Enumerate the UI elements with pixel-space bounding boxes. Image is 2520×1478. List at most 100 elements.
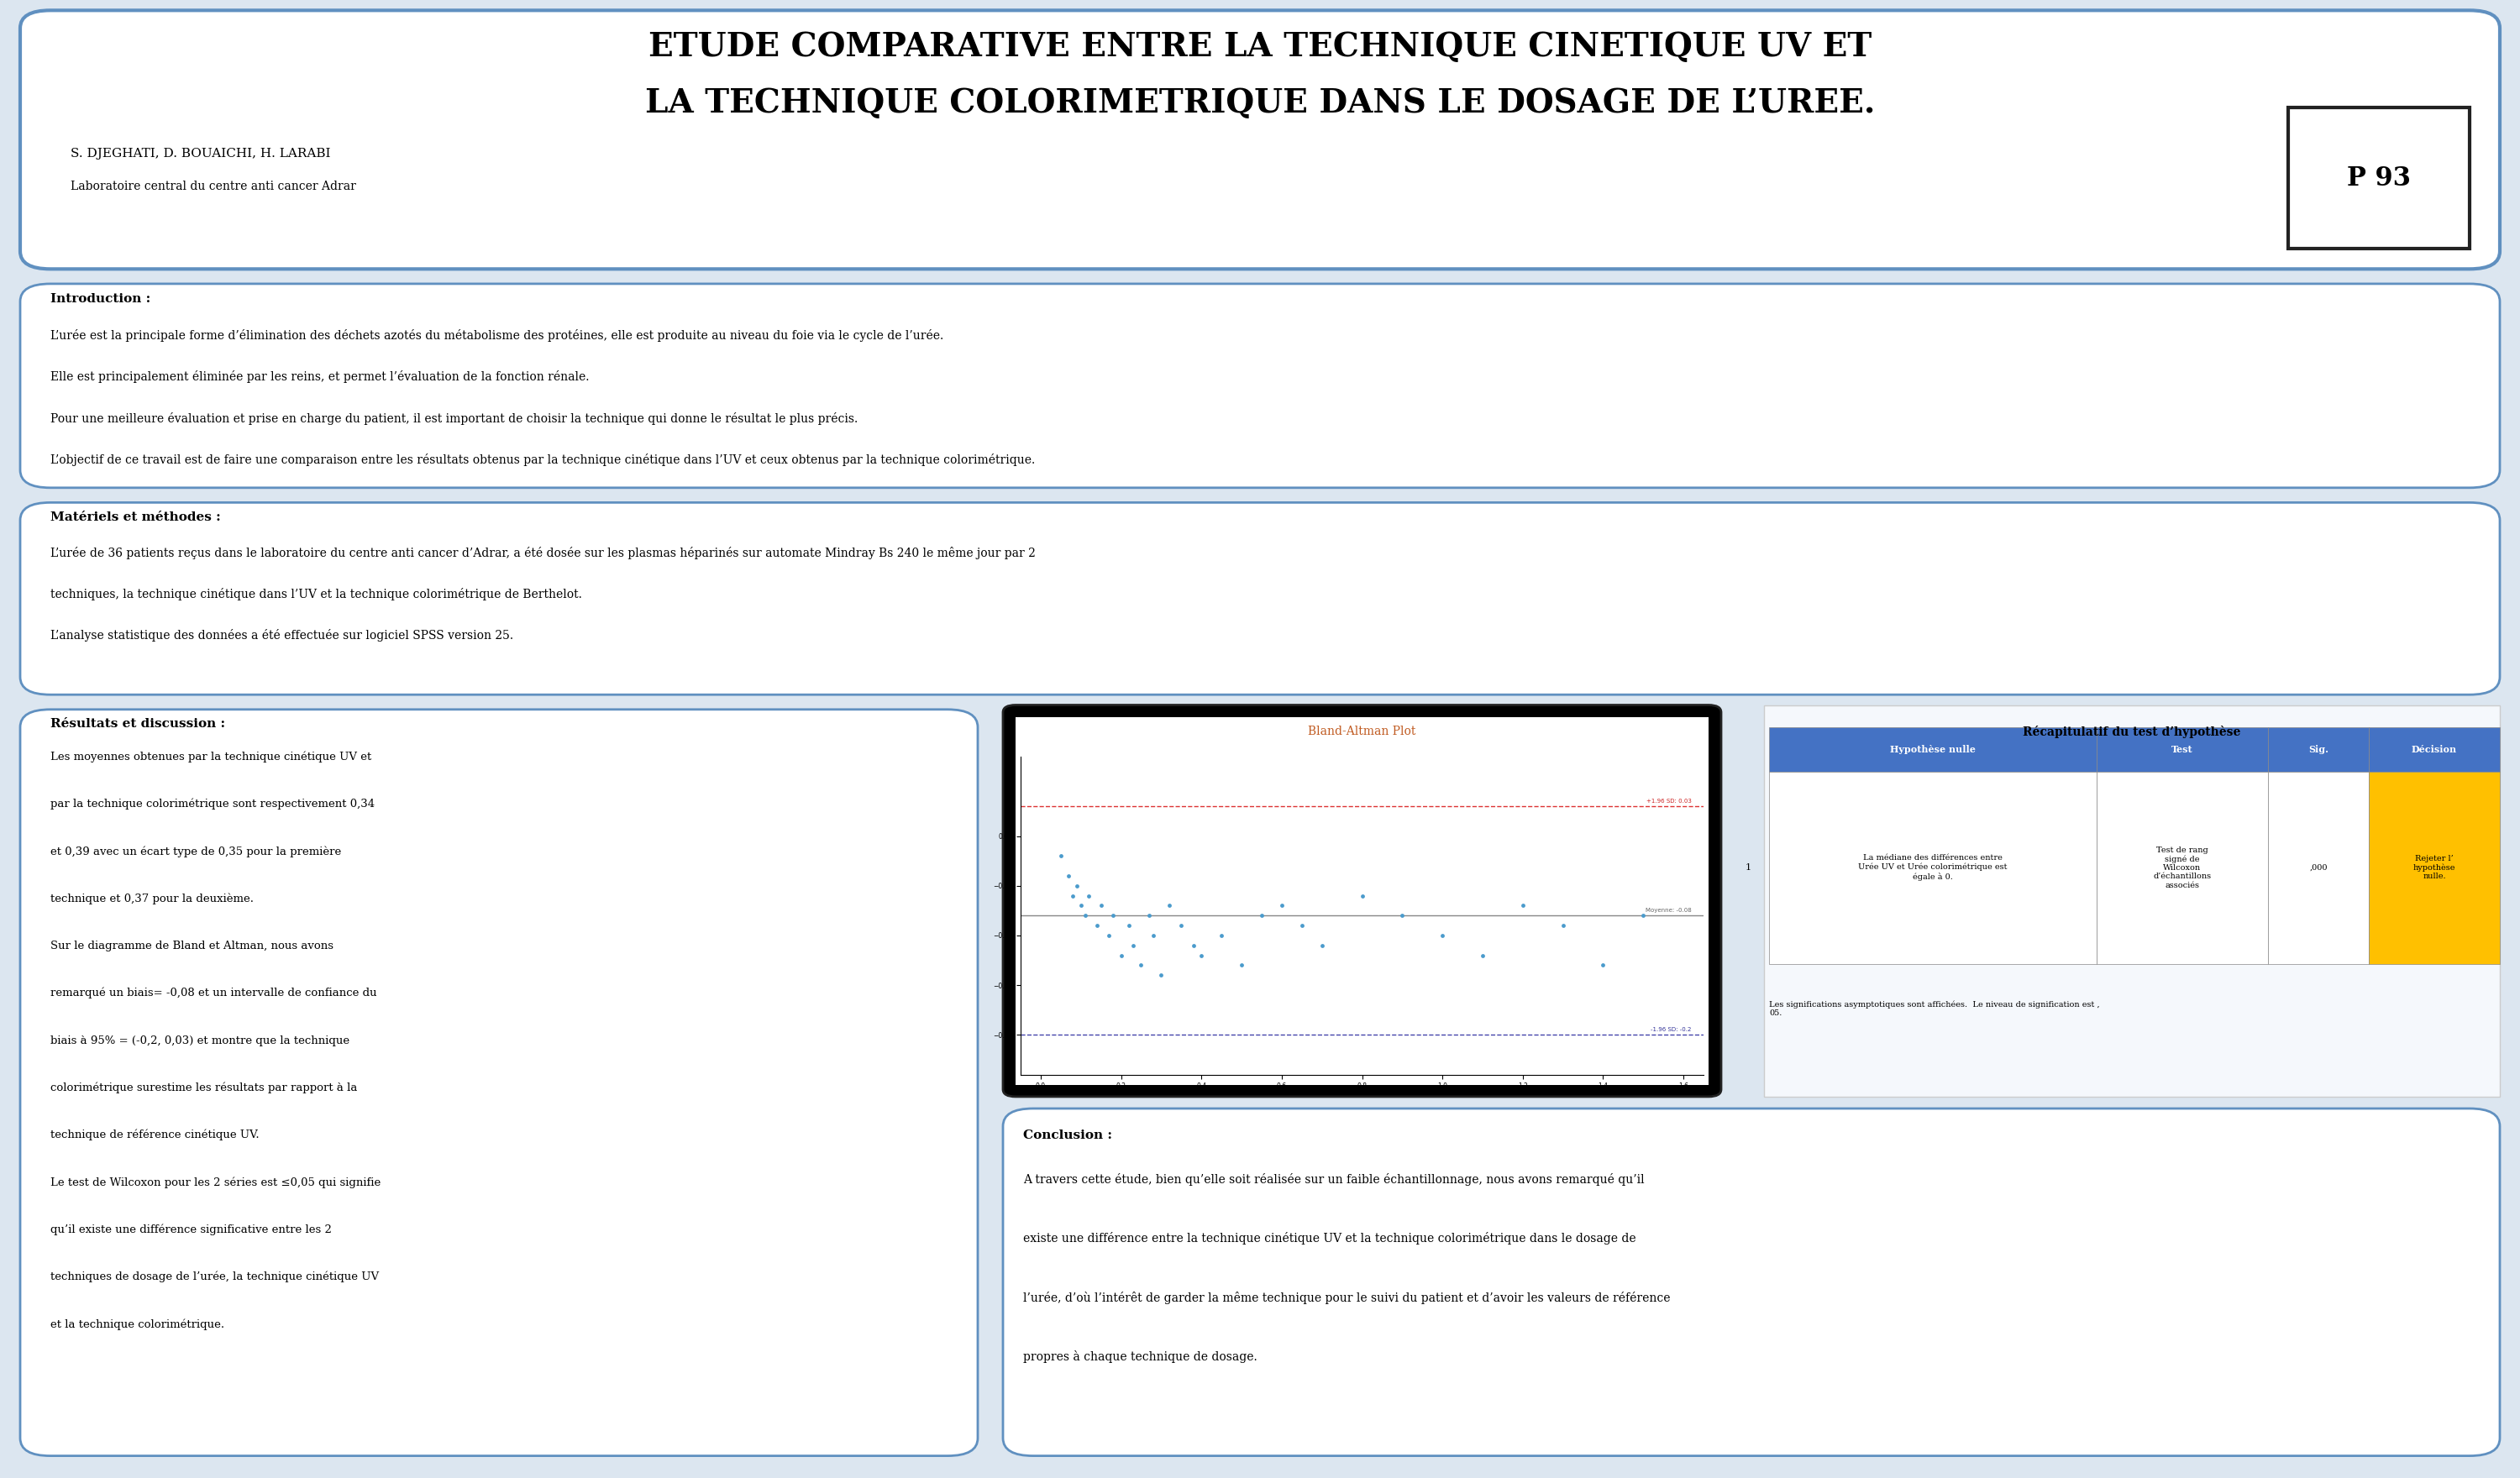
Point <box>1182 943 1222 967</box>
Text: qu’il existe une différence significative entre les 2: qu’il existe une différence significativ… <box>50 1224 333 1236</box>
Text: -1.96 SD: -0.2: -1.96 SD: -0.2 <box>1651 1027 1691 1032</box>
Point <box>1421 924 1462 947</box>
Point <box>1053 884 1094 907</box>
Point <box>1121 953 1162 977</box>
Point <box>1142 964 1182 987</box>
FancyBboxPatch shape <box>1016 717 1709 1085</box>
Text: L’urée de 36 patients reçus dans le laboratoire du centre anti cancer d’Adrar, a: L’urée de 36 patients reçus dans le labo… <box>50 547 1036 559</box>
Text: l’urée, d’où l’intérêt de garder la même technique pour le suivi du patient et d: l’urée, d’où l’intérêt de garder la même… <box>1023 1292 1671 1304</box>
Text: ETUDE COMPARATIVE ENTRE LA TECHNIQUE CINETIQUE UV ET: ETUDE COMPARATIVE ENTRE LA TECHNIQUE CIN… <box>648 31 1872 64</box>
Text: Hypothèse nulle: Hypothèse nulle <box>1890 745 1976 754</box>
Text: L’urée est la principale forme d’élimination des déchets azotés du métabolisme d: L’urée est la principale forme d’élimina… <box>50 330 942 341</box>
FancyBboxPatch shape <box>1003 705 1721 1097</box>
Point <box>1202 924 1242 947</box>
Text: Rejeter l’
hypothèse
nulle.: Rejeter l’ hypothèse nulle. <box>2414 854 2454 881</box>
Point <box>1134 924 1174 947</box>
Text: Moyenne: -0.08: Moyenne: -0.08 <box>1646 907 1691 912</box>
FancyBboxPatch shape <box>20 503 2500 695</box>
Text: Résultats et discussion :: Résultats et discussion : <box>50 718 224 730</box>
Text: Bland-Altman Plot: Bland-Altman Plot <box>1308 726 1416 738</box>
Point <box>1081 894 1121 918</box>
Text: Test de rang
signé de
Wilcoxon
d’échantillons
associés: Test de rang signé de Wilcoxon d’échanti… <box>2152 845 2213 890</box>
Point <box>1056 873 1096 897</box>
FancyBboxPatch shape <box>1769 772 2097 964</box>
Text: L’objectif de ce travail est de faire une comparaison entre les résultats obtenu: L’objectif de ce travail est de faire un… <box>50 454 1036 466</box>
Point <box>1542 913 1583 937</box>
Point <box>1149 894 1189 918</box>
FancyBboxPatch shape <box>2369 772 2500 964</box>
Text: S. DJEGHATI, D. BOUAICHI, H. LARABI: S. DJEGHATI, D. BOUAICHI, H. LARABI <box>71 148 330 160</box>
Point <box>1101 943 1142 967</box>
Text: Pour une meilleure évaluation et prise en charge du patient, il est important de: Pour une meilleure évaluation et prise e… <box>50 412 857 424</box>
FancyBboxPatch shape <box>1764 705 2500 1097</box>
Point <box>1114 934 1154 958</box>
FancyBboxPatch shape <box>2288 108 2470 248</box>
FancyBboxPatch shape <box>2369 727 2500 772</box>
Text: biais à 95% = (-0,2, 0,03) et montre que la technique: biais à 95% = (-0,2, 0,03) et montre que… <box>50 1035 350 1046</box>
Text: technique et 0,37 pour la deuxième.: technique et 0,37 pour la deuxième. <box>50 893 255 905</box>
Text: Test: Test <box>2172 745 2192 754</box>
Point <box>1076 913 1116 937</box>
Point <box>1129 903 1169 928</box>
Text: Introduction :: Introduction : <box>50 293 151 304</box>
Point <box>1048 865 1089 888</box>
Text: ,000: ,000 <box>2308 863 2328 872</box>
Text: et 0,39 avec un écart type de 0,35 pour la première: et 0,39 avec un écart type de 0,35 pour … <box>50 845 340 857</box>
Text: colorimétrique surestime les résultats par rapport à la: colorimétrique surestime les résultats p… <box>50 1082 358 1094</box>
Text: et la technique colorimétrique.: et la technique colorimétrique. <box>50 1318 224 1330</box>
Text: Les significations asymptotiques sont affichées.  Le niveau de signification est: Les significations asymptotiques sont af… <box>1769 1001 2099 1017</box>
Text: remarqué un biais= -0,08 et un intervalle de confiance du: remarqué un biais= -0,08 et un intervall… <box>50 987 378 999</box>
FancyBboxPatch shape <box>20 709 978 1456</box>
Point <box>1283 913 1323 937</box>
Text: Les moyennes obtenues par la technique cinétique UV et: Les moyennes obtenues par la technique c… <box>50 751 370 763</box>
Text: Décision: Décision <box>2412 745 2457 754</box>
Point <box>1089 924 1129 947</box>
Text: technique de référence cinétique UV.: technique de référence cinétique UV. <box>50 1129 260 1141</box>
Point <box>1061 894 1101 918</box>
Text: propres à chaque technique de dosage.: propres à chaque technique de dosage. <box>1023 1351 1257 1363</box>
Point <box>1041 844 1081 868</box>
Point <box>1222 953 1263 977</box>
Text: A travers cette étude, bien qu’elle soit réalisée sur un faible échantillonnage,: A travers cette étude, bien qu’elle soit… <box>1023 1174 1646 1185</box>
FancyBboxPatch shape <box>20 10 2500 269</box>
Point <box>1066 903 1106 928</box>
Text: Elle est principalement éliminée par les reins, et permet l’évaluation de la fon: Elle est principalement éliminée par les… <box>50 371 590 383</box>
Text: P 93: P 93 <box>2346 166 2412 192</box>
Text: L’analyse statistique des données a été effectuée sur logiciel SPSS version 25.: L’analyse statistique des données a été … <box>50 630 514 641</box>
FancyBboxPatch shape <box>2268 727 2369 772</box>
Text: Sig.: Sig. <box>2308 745 2328 754</box>
Point <box>1242 903 1283 928</box>
Point <box>1162 913 1202 937</box>
FancyBboxPatch shape <box>1003 1108 2500 1456</box>
Text: 1: 1 <box>1746 863 1751 872</box>
Point <box>1263 894 1303 918</box>
Text: par la technique colorimétrique sont respectivement 0,34: par la technique colorimétrique sont res… <box>50 798 375 810</box>
Text: Récapitulatif du test d’hypothèse: Récapitulatif du test d’hypothèse <box>2024 726 2240 738</box>
Point <box>1109 913 1149 937</box>
Point <box>1623 903 1663 928</box>
Point <box>1094 903 1134 928</box>
Text: techniques de dosage de l’urée, la technique cinétique UV: techniques de dosage de l’urée, la techn… <box>50 1271 378 1283</box>
Text: techniques, la technique cinétique dans l’UV et la technique colorimétrique de B: techniques, la technique cinétique dans … <box>50 588 582 600</box>
Text: +1.96 SD: 0.03: +1.96 SD: 0.03 <box>1646 798 1691 804</box>
FancyBboxPatch shape <box>20 284 2500 488</box>
Point <box>1303 934 1343 958</box>
Point <box>1462 943 1502 967</box>
FancyBboxPatch shape <box>2268 772 2369 964</box>
Point <box>1381 903 1421 928</box>
Text: LA TECHNIQUE COLORIMETRIQUE DANS LE DOSAGE DE L’UREE.: LA TECHNIQUE COLORIMETRIQUE DANS LE DOSA… <box>645 87 1875 120</box>
Text: Matériels et méthodes :: Matériels et méthodes : <box>50 511 222 523</box>
FancyBboxPatch shape <box>1769 727 2097 772</box>
Point <box>1174 934 1215 958</box>
Text: Laboratoire central du centre anti cancer Adrar: Laboratoire central du centre anti cance… <box>71 180 355 192</box>
Point <box>1502 894 1542 918</box>
FancyBboxPatch shape <box>2097 727 2268 772</box>
Point <box>1583 953 1623 977</box>
Text: Le test de Wilcoxon pour les 2 séries est ≤0,05 qui signifie: Le test de Wilcoxon pour les 2 séries es… <box>50 1176 381 1188</box>
FancyBboxPatch shape <box>2097 772 2268 964</box>
Point <box>1341 884 1381 907</box>
Text: Sur le diagramme de Bland et Altman, nous avons: Sur le diagramme de Bland et Altman, nou… <box>50 940 333 952</box>
Point <box>1068 884 1109 907</box>
Text: La médiane des différences entre
Urée UV et Urée colorimétrique est
égale à 0.: La médiane des différences entre Urée UV… <box>1857 854 2008 881</box>
Text: Conclusion :: Conclusion : <box>1023 1129 1111 1141</box>
